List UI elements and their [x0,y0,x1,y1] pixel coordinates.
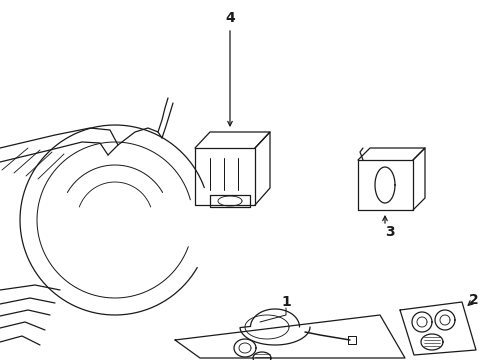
Text: 2: 2 [468,293,478,307]
Text: 4: 4 [224,11,234,25]
Text: 3: 3 [385,225,394,239]
Text: 1: 1 [281,295,290,309]
